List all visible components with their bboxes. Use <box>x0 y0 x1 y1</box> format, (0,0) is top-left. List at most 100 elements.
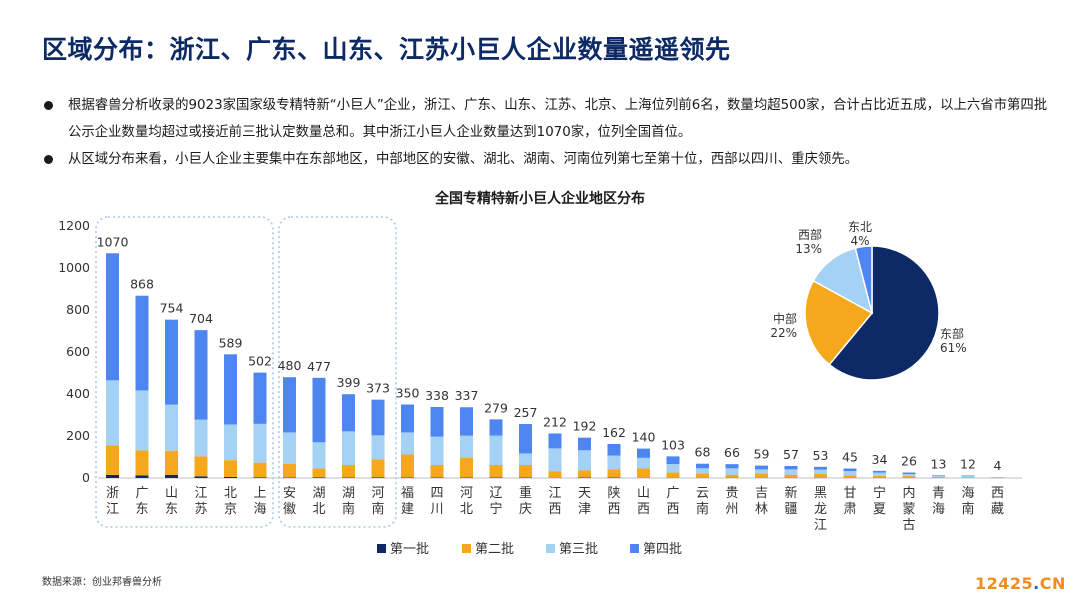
category-label: 青海 <box>932 486 945 517</box>
category-label: 陕西 <box>607 486 620 517</box>
bar-total-label: 338 <box>425 388 449 403</box>
bar-segment-1 <box>224 476 237 478</box>
bar-segment-4 <box>548 433 562 449</box>
bar-total-label: 53 <box>813 448 829 463</box>
bar-total-label: 212 <box>543 414 567 429</box>
bar-segment-2 <box>814 474 827 478</box>
bar-segment-3 <box>224 424 237 461</box>
bar-segment-4 <box>784 466 798 470</box>
pie-slice <box>812 247 874 315</box>
bar-total-label: 192 <box>573 419 597 434</box>
bar-segment-3 <box>194 419 208 457</box>
pie-label: 东北 <box>848 220 872 234</box>
bar-segment-2 <box>843 475 857 478</box>
bullet-item: 根据睿兽分析收录的9023家国家级专精特新“小巨人”企业，浙江、广东、山东、江苏… <box>42 92 1052 146</box>
bar-segment-1 <box>135 475 149 478</box>
legend-swatch <box>462 544 471 553</box>
category-label: 甘肃 <box>843 486 856 517</box>
bar-segment-4 <box>902 472 916 475</box>
bar-segment-4 <box>696 463 709 469</box>
bar-segment-4 <box>460 407 473 436</box>
category-label: 湖北 <box>312 486 325 517</box>
bar-segment-1 <box>312 477 326 478</box>
highlight-box-central <box>278 216 397 528</box>
category-label: 西藏 <box>991 486 1004 517</box>
category-label: 广西 <box>666 486 679 517</box>
bar-segment-4 <box>135 295 149 391</box>
bar-segment-3 <box>489 435 503 465</box>
bar-segment-2 <box>401 454 414 478</box>
bar-total-label: 704 <box>189 311 213 326</box>
bar-segment-4 <box>283 377 296 433</box>
bar-segment-1 <box>165 474 178 478</box>
bar-segment-1 <box>106 474 119 478</box>
y-tick-label: 400 <box>66 386 90 401</box>
bar-segment-4 <box>371 399 385 436</box>
legend-label: 第四批 <box>643 542 682 557</box>
bar-segment-4 <box>607 443 621 456</box>
bar-segment-3 <box>814 469 827 475</box>
bar-segment-3 <box>283 432 296 464</box>
bar-segment-2 <box>371 459 385 478</box>
category-label: 北京 <box>224 486 237 517</box>
bar-segment-3 <box>165 404 178 451</box>
category-label: 黑龙江 <box>814 486 827 533</box>
y-tick-label: 0 <box>82 470 90 485</box>
bar-total-label: 12 <box>960 456 976 471</box>
bar-segment-2 <box>253 462 267 478</box>
bar-total-label: 13 <box>931 456 947 471</box>
category-label: 四川 <box>430 486 443 517</box>
bar-segment-2 <box>873 475 886 478</box>
category-label: 内蒙古 <box>902 485 915 533</box>
watermark-dot: . <box>1033 574 1040 593</box>
category-label: 安徽 <box>283 486 296 517</box>
bar-segment-1 <box>194 476 208 478</box>
bar-segment-2 <box>460 457 473 478</box>
legend-swatch <box>630 544 639 553</box>
bar-total-label: 589 <box>219 335 243 350</box>
category-label: 广东 <box>135 486 148 517</box>
bar-total-label: 279 <box>484 400 508 415</box>
bar-segment-2 <box>519 464 532 478</box>
bar-total-label: 162 <box>602 425 626 440</box>
bar-segment-2 <box>224 460 237 477</box>
category-label: 河南 <box>371 486 384 517</box>
category-label: 吉林 <box>755 486 768 517</box>
bar-segment-3 <box>784 469 798 475</box>
highlight-box-top6 <box>95 216 274 528</box>
bar-total-label: 4 <box>994 458 1002 473</box>
bar-segment-3 <box>253 423 267 463</box>
pie-value-label: 61% <box>940 341 967 355</box>
bar-total-label: 59 <box>754 447 770 462</box>
bar-segment-4 <box>224 354 237 425</box>
category-label: 贵州 <box>725 486 738 517</box>
bar-segment-4 <box>725 464 739 469</box>
legend-swatch <box>546 544 555 553</box>
y-tick-label: 200 <box>66 428 90 443</box>
bar-segment-4 <box>666 456 680 465</box>
bar-total-label: 1070 <box>97 234 129 249</box>
pie-value-label: 4% <box>850 234 869 248</box>
y-tick-label: 600 <box>66 344 90 359</box>
bar-segment-4 <box>932 475 945 476</box>
bar-total-label: 257 <box>514 405 538 420</box>
bar-segment-4 <box>165 319 178 405</box>
bar-total-label: 502 <box>248 354 272 369</box>
category-label: 浙江 <box>106 486 119 517</box>
bar-total-label: 399 <box>337 375 361 390</box>
category-label: 山东 <box>165 486 178 517</box>
bar-segment-2 <box>312 468 326 478</box>
bar-segment-4 <box>106 253 119 381</box>
bar-segment-3 <box>607 455 621 470</box>
bar-segment-4 <box>430 407 444 437</box>
category-label: 山西 <box>637 486 650 517</box>
bar-segment-2 <box>283 463 296 478</box>
bullet-text: 从区域分布来看，小巨人企业主要集中在东部地区，中部地区的安徽、湖北、湖南、河南位… <box>68 152 859 167</box>
category-label: 重庆 <box>519 485 532 517</box>
bar-segment-4 <box>755 465 768 470</box>
bar-segment-4 <box>519 424 532 454</box>
bullet-text: 根据睿兽分析收录的9023家国家级专精特新“小巨人”企业，浙江、广东、山东、江苏… <box>68 98 1048 140</box>
bar-segment-3 <box>578 450 591 471</box>
chart-title: 全国专精特新小巨人企业地区分布 <box>435 191 645 207</box>
bar-segment-2 <box>578 470 591 478</box>
